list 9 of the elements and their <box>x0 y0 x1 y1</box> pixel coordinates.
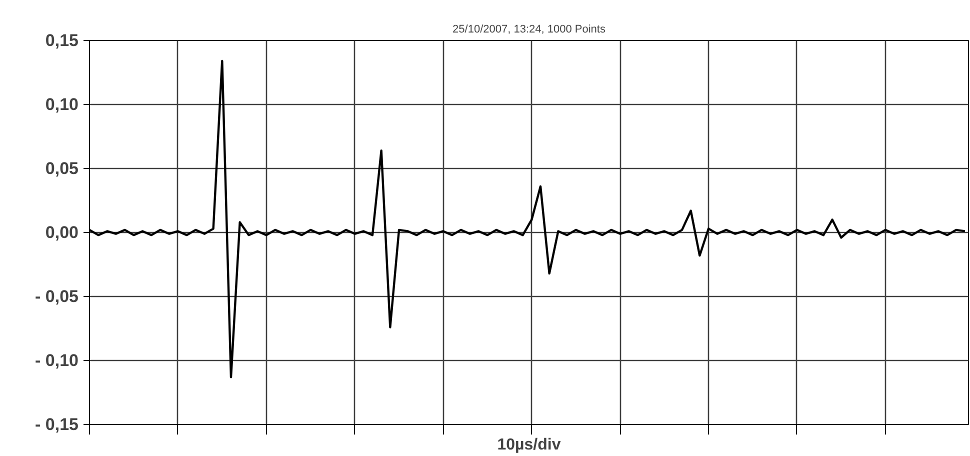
chart-title: 25/10/2007, 13:24, 1000 Points <box>452 24 606 36</box>
y-tick-label: - 0,05 <box>35 287 79 306</box>
y-tick-label: - 0,10 <box>35 351 79 370</box>
y-tick-label: 0,10 <box>45 95 79 114</box>
y-tick-label: - 0,15 <box>35 415 79 434</box>
y-tick-label: 0,00 <box>45 223 79 242</box>
x-axis-title: 10µs/div <box>497 436 561 454</box>
y-tick-label: 0,05 <box>45 159 79 178</box>
y-tick-label: 0,15 <box>45 31 79 50</box>
